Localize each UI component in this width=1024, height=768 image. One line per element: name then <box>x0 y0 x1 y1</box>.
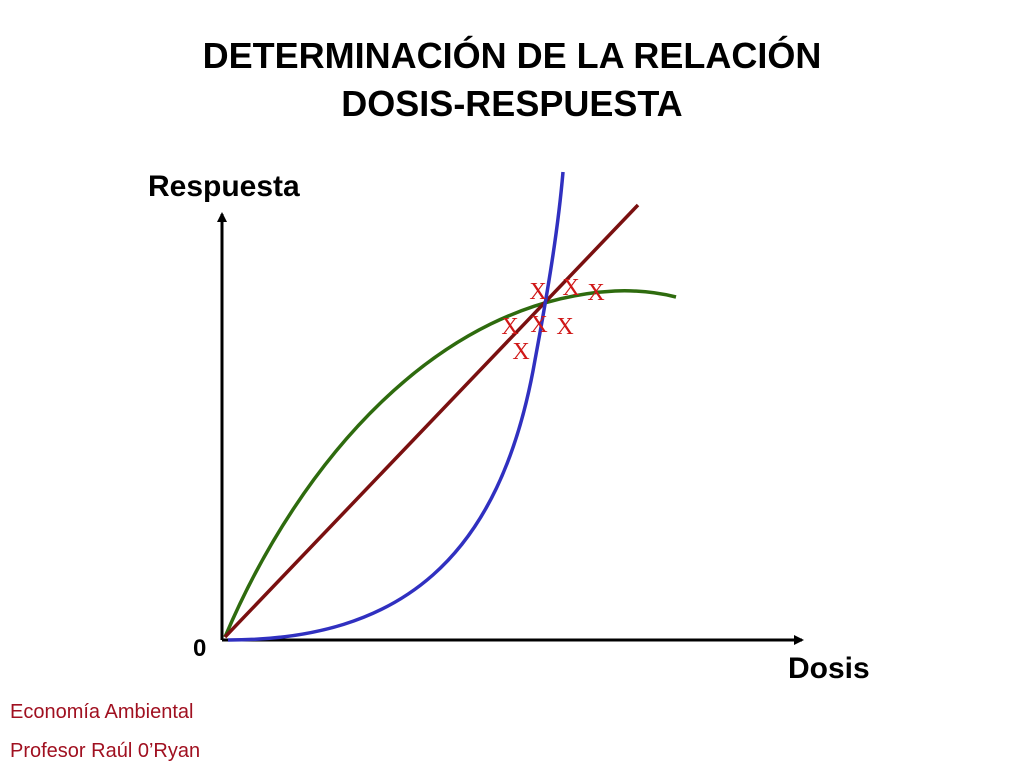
observation-mark: X <box>562 275 579 301</box>
x-axis-label: Dosis <box>788 652 870 685</box>
origin-label: 0 <box>193 635 206 662</box>
concave-curve <box>223 289 677 638</box>
title-line: DETERMINACIÓN DE LA RELACIÓN <box>203 34 822 76</box>
observation-mark: X <box>587 280 604 306</box>
footer-line: Profesor Raúl 0’Ryan <box>10 740 200 762</box>
observation-mark: X <box>530 312 547 338</box>
observation-marks: X X XX X XX <box>501 275 604 365</box>
title-line: DOSIS-RESPUESTA <box>341 83 682 124</box>
observation-mark: X <box>529 279 546 305</box>
observation-mark: X <box>512 339 529 365</box>
observation-mark: X <box>501 314 518 340</box>
linear-curve <box>223 203 640 639</box>
convex-curve <box>227 171 565 642</box>
y-axis-label: Respuesta <box>148 170 300 203</box>
observation-mark: X <box>556 314 573 340</box>
footer-line: Economía Ambiental <box>10 701 193 723</box>
